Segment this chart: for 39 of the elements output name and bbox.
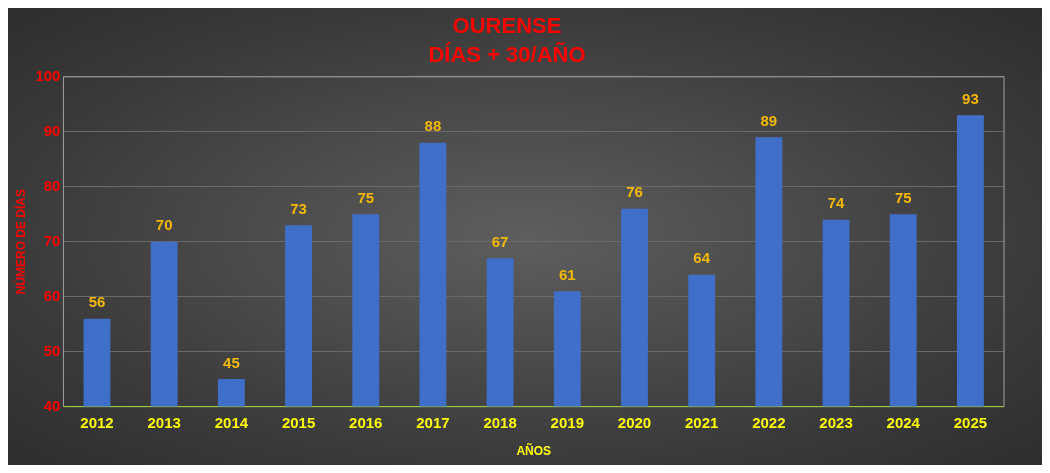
- data-label: 74: [827, 194, 846, 212]
- y-tick-label: 100: [35, 66, 61, 84]
- x-tick-label: 2014: [214, 413, 249, 431]
- x-tick-label: 2024: [886, 413, 921, 431]
- y-tick-label: 80: [43, 176, 61, 194]
- data-label: 56: [88, 293, 106, 311]
- x-tick-label: 2019: [550, 413, 584, 431]
- x-tick-label: 2013: [147, 413, 181, 431]
- y-axis-title: NÚMERO DE DÍAS: [12, 189, 28, 295]
- data-label: 64: [693, 249, 711, 267]
- y-tick-label: 60: [43, 286, 61, 304]
- data-label: 73: [290, 199, 307, 217]
- y-tick-label: 40: [43, 396, 61, 414]
- data-label: 76: [626, 183, 643, 201]
- data-label: 70: [155, 216, 173, 234]
- x-tick-label: 2021: [684, 413, 719, 431]
- data-label: 93: [962, 89, 979, 107]
- x-axis-title: AÑOS: [516, 443, 552, 459]
- y-tick-label: 70: [43, 231, 61, 249]
- x-tick-label: 2022: [752, 413, 786, 431]
- chart-subtitle: DÍAS + 30/AÑO: [428, 41, 586, 67]
- data-label: 75: [357, 188, 375, 206]
- x-tick-label: 2017: [416, 413, 450, 431]
- x-tick-label: 2016: [349, 413, 383, 431]
- y-tick-label: 90: [43, 121, 61, 139]
- data-label: 45: [223, 353, 240, 371]
- x-tick-label: 2023: [819, 413, 853, 431]
- y-tick-label: 50: [43, 341, 61, 359]
- data-label: 75: [894, 188, 912, 206]
- data-label: 67: [491, 232, 509, 250]
- x-tick-label: 2020: [617, 413, 652, 431]
- data-label: 61: [558, 265, 576, 283]
- x-tick-label: 2025: [953, 413, 988, 431]
- x-tick-label: 2015: [281, 413, 316, 431]
- data-label: 89: [760, 111, 778, 129]
- data-label: 88: [424, 117, 442, 135]
- chart-title: OURENSE: [452, 13, 562, 39]
- x-tick-label: 2012: [80, 413, 114, 431]
- x-tick-label: 2018: [483, 413, 517, 431]
